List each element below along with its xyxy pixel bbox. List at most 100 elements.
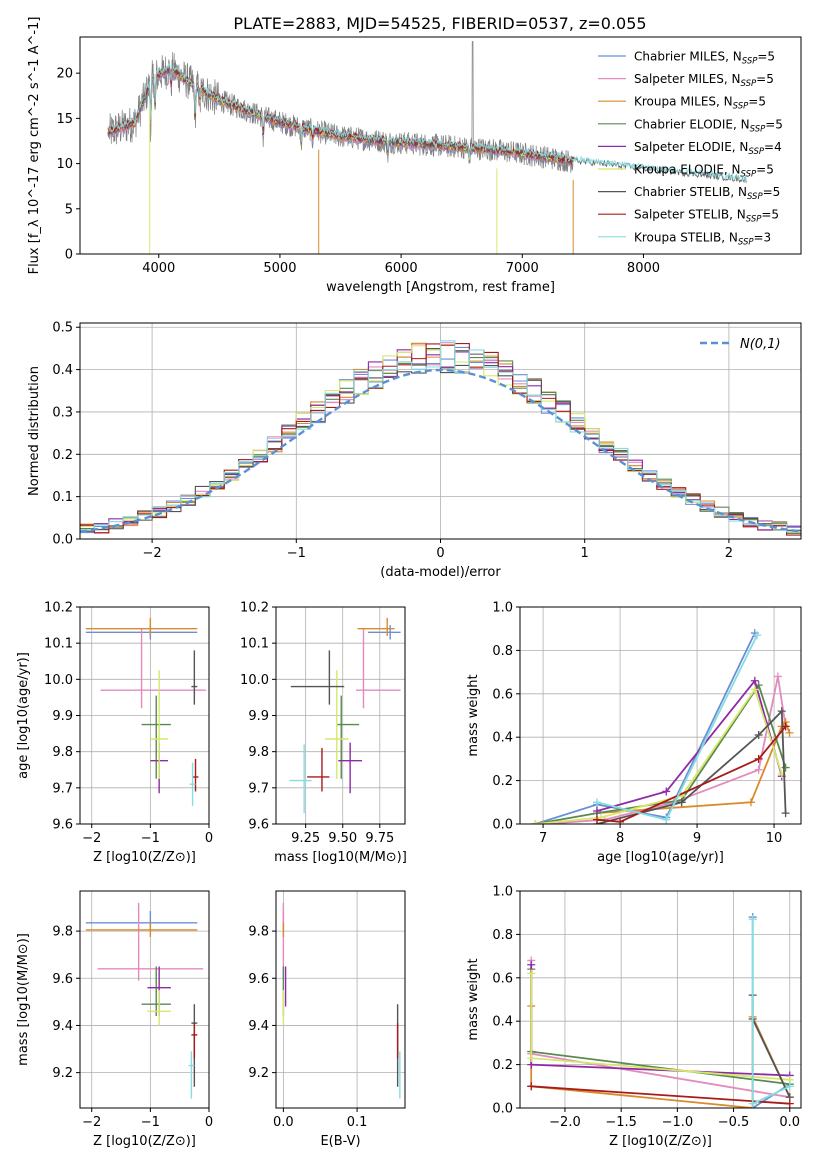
weight_vs_age-plot-area bbox=[531, 629, 794, 824]
weight_vs_Z-xtick-label: −2.0 bbox=[549, 1115, 581, 1130]
residuals-frame: −2 −1 0 1 2 0.0 0.1 0.2 0.3 0.4 0.5 (data-model)/er… bbox=[27, 321, 802, 580]
weight_vs_age-marker-6 bbox=[754, 731, 763, 740]
spectrum-xtick-label: 8000 bbox=[627, 261, 660, 276]
age_vs_Z-frame: −2 −1 0 9.6 9.7 9.8 9.9 10.0 10.1 10.2 Z [log10(Z/… bbox=[16, 601, 213, 866]
spectrum-ytick-label: 10 bbox=[56, 157, 73, 172]
mass_vs_Z-xtick-label: −2 bbox=[82, 1115, 101, 1130]
weight_vs_Z-marker-7 bbox=[527, 1082, 536, 1091]
mass_vs_Z-xlabel: Z [log10(Z/Z⊙)] bbox=[93, 1134, 196, 1149]
weight_vs_age-line-0 bbox=[535, 632, 756, 824]
mass_vs_Z-ytick-label: 9.8 bbox=[52, 925, 73, 940]
weight_vs_Z-ytick-label: 0.8 bbox=[492, 928, 513, 943]
spectrum-frame: 4000 5000 6000 7000 8000 0 5 10 15 20 wavelength [… bbox=[27, 17, 802, 295]
age_vs_Z-ytick-label: 9.6 bbox=[52, 818, 73, 833]
weight_vs_age-marker-2 bbox=[785, 728, 794, 737]
weight_vs_Z-marker-8 bbox=[748, 915, 757, 924]
spectrum-legend-label: Kroupa MILES, NSSP=5 bbox=[634, 95, 766, 112]
age_vs_mass-xlabel: mass [log10(M/M⊙)] bbox=[274, 850, 407, 865]
residuals-ytick-label: 0.5 bbox=[52, 321, 73, 336]
age_vs_Z-plot-area bbox=[85, 617, 207, 806]
spectrum-legend-label: Salpeter ELODIE, NSSP=4 bbox=[634, 140, 782, 157]
weight_vs_age-marker-4 bbox=[592, 806, 601, 815]
weight_vs_age-frame: 7 8 9 10 0.0 0.2 0.4 0.6 0.8 1.0 age [log10(age/yr… bbox=[466, 601, 802, 865]
weight_vs_age-marker-2 bbox=[746, 798, 755, 807]
weight_vs_Z-marker-8 bbox=[748, 1099, 757, 1108]
age_vs_Z-xtick-label: 0 bbox=[205, 831, 213, 846]
weight_vs_Z-marker-5 bbox=[527, 969, 536, 978]
weight_vs_age-ytick-label: 0.2 bbox=[492, 774, 513, 789]
spectrum-plot-area bbox=[107, 41, 747, 254]
age_vs_mass-ytick-label: 9.9 bbox=[248, 709, 269, 724]
weight_vs_Z-ytick-label: 1.0 bbox=[492, 885, 513, 900]
age_vs_mass-frame: 9.25 9.50 9.75 9.6 9.7 9.8 9.9 10.0 10.1 10.2 mass… bbox=[240, 601, 407, 866]
weight_vs_age-border bbox=[519, 606, 802, 825]
weight_vs_age-marker-7 bbox=[592, 815, 601, 824]
residuals-ytick-label: 0.1 bbox=[52, 490, 73, 505]
age_vs_mass-ytick-label: 9.6 bbox=[248, 818, 269, 833]
mass_vs_EBV-xtick-label: 0.1 bbox=[347, 1115, 368, 1130]
weight_vs_Z-frame: −2.0 −1.5 −1.0 −0.5 0.0 0.0 0.2 0.4 0.6 0.8 1.0 Z [… bbox=[466, 885, 802, 1149]
spectrum-model-line-8 bbox=[107, 63, 747, 181]
mass_vs_Z-xtick-label: 0 bbox=[205, 1115, 213, 1130]
residuals-axes bbox=[80, 323, 801, 540]
weight_vs_Z-ylabel: mass weight bbox=[466, 958, 481, 1040]
mass_vs_EBV-ytick-label: 9.8 bbox=[248, 925, 269, 940]
weight_vs_age-xtick-label: 9 bbox=[693, 831, 701, 846]
residual-legend: N(0,1) bbox=[700, 337, 781, 352]
weight_vs_age-xtick-label: 7 bbox=[539, 831, 547, 846]
weight_vs_Z-xtick-label: −1.5 bbox=[605, 1115, 637, 1130]
mass_vs_Z-plot-area bbox=[85, 902, 204, 1099]
age_vs_mass-xtick-label: 9.50 bbox=[328, 831, 357, 846]
spectrum-legend-label: Chabrier STELIB, NSSP=5 bbox=[634, 185, 780, 202]
weight_vs_age-marker-7 bbox=[616, 817, 625, 824]
spectrum-xtick-label: 7000 bbox=[506, 261, 539, 276]
weight_vs_age-ytick-label: 0.6 bbox=[492, 687, 513, 702]
weight_vs_age-marker-5 bbox=[531, 820, 540, 824]
residuals-xtick-label: −1 bbox=[287, 546, 306, 561]
spectrum-axes bbox=[107, 41, 747, 254]
spectrum-ytick-label: 20 bbox=[56, 67, 73, 82]
age_vs_mass-xtick-label: 9.75 bbox=[365, 831, 394, 846]
spectrum-legend-label: Chabrier MILES, NSSP=5 bbox=[634, 50, 775, 67]
mass_vs_Z-ytick-label: 9.4 bbox=[52, 1019, 73, 1034]
spectrum-legend-label: Chabrier ELODIE, NSSP=5 bbox=[634, 117, 783, 134]
spectrum-legend: Chabrier MILES, NSSP=5 Salpeter MILES, NS… bbox=[598, 50, 783, 247]
weight_vs_age-line-8 bbox=[596, 634, 758, 821]
mass_vs_EBV-ytick-label: 9.6 bbox=[248, 972, 269, 987]
age_vs_mass-ytick-label: 10.2 bbox=[240, 601, 269, 616]
weight_vs_Z-ytick-label: 0.2 bbox=[492, 1058, 513, 1073]
age_vs_mass-ytick-label: 10.0 bbox=[240, 673, 269, 688]
weight_vs_age-ytick-label: 0.4 bbox=[492, 731, 513, 746]
weight_vs_age-xlabel: age [log10(age/yr)] bbox=[597, 850, 724, 865]
mass_vs_EBV-ytick-label: 9.2 bbox=[248, 1066, 269, 1081]
mass_vs_EBV-ytick-label: 9.4 bbox=[248, 1019, 269, 1034]
residuals-ytick-label: 0.3 bbox=[52, 405, 73, 420]
weight_vs_age-marker-8 bbox=[592, 798, 601, 807]
age_vs_mass-ytick-label: 9.8 bbox=[248, 745, 269, 760]
weight_vs_age-marker-7 bbox=[754, 754, 763, 763]
weight_vs_age-line-4 bbox=[596, 678, 783, 812]
age_vs_mass-axes bbox=[276, 606, 405, 825]
weight_vs_age-marker-4 bbox=[750, 676, 759, 685]
weight_vs_Z-line-7 bbox=[531, 1085, 790, 1105]
mass_vs_Z-axes bbox=[80, 891, 210, 1108]
weight_vs_age-marker-1 bbox=[539, 820, 548, 824]
residuals-xtick-label: 2 bbox=[725, 546, 733, 561]
residuals-xtick-label: 0 bbox=[436, 546, 444, 561]
spectrum-xtick-label: 5000 bbox=[263, 261, 296, 276]
residuals-ytick-label: 0.0 bbox=[52, 533, 73, 548]
spectrum-border bbox=[79, 36, 802, 255]
age_vs_mass-xtick-label: 9.25 bbox=[291, 831, 320, 846]
weight_vs_age-ytick-label: 0.8 bbox=[492, 644, 513, 659]
age_vs_Z-xtick-label: −2 bbox=[82, 831, 101, 846]
age_vs_Z-ytick-label: 10.0 bbox=[44, 673, 73, 688]
weight_vs_Z-ytick-label: 0.0 bbox=[492, 1102, 513, 1117]
spectrum-legend-label: Kroupa STELIB, NSSP=3 bbox=[634, 230, 771, 247]
age_vs_Z-ylabel: age [log10(age/yr)] bbox=[16, 652, 31, 779]
weight_vs_Z-marker-7 bbox=[785, 1099, 794, 1108]
weight_vs_age-marker-6 bbox=[781, 809, 790, 818]
age_vs_Z-axes bbox=[80, 606, 210, 825]
weight_vs_age-marker-5 bbox=[750, 685, 759, 694]
